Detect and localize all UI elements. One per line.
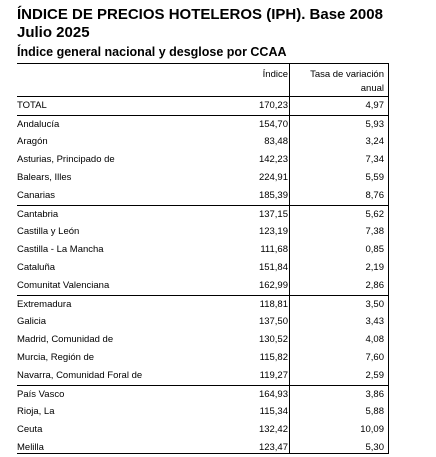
table-row: Andalucía 154,70 5,93 [17, 115, 389, 133]
row-region-name: Balears, Illes [17, 172, 72, 183]
row-region-name: Murcia, Región de [17, 352, 95, 363]
document-title: ÍNDICE DE PRECIOS HOTELEROS (IPH). Base … [17, 6, 383, 23]
table-row: Castilla y León 123,19 7,38 [17, 223, 389, 241]
table-row: Melilla 123,47 5,30 [17, 439, 389, 457]
row-region-name: Andalucía [17, 119, 60, 130]
row-tasa-value: 5,93 [365, 119, 385, 130]
row-region-name: País Vasco [17, 389, 65, 400]
table-row: Cantabria 137,15 5,62 [17, 205, 389, 223]
row-indice-value: 118,81 [259, 299, 288, 310]
row-tasa-value: 3,43 [365, 316, 385, 327]
row-region-name: Extremadura [17, 299, 72, 310]
row-indice-value: 123,19 [258, 226, 288, 237]
table-subtitle: Índice general nacional y desglose por C… [17, 45, 287, 59]
row-region-name: Canarias [17, 190, 56, 201]
row-tasa-value: 7,34 [365, 154, 385, 165]
table-row: Extremadura 118,81 3,50 [17, 295, 389, 313]
row-tasa-value: 5,30 [365, 442, 385, 453]
row-indice-value: 83,48 [264, 136, 288, 147]
row-region-name: Cataluña [17, 262, 56, 273]
row-tasa-value: 3,86 [365, 389, 385, 400]
row-indice-value: 111,68 [260, 244, 288, 255]
table-row: Murcia, Región de 115,82 7,60 [17, 349, 389, 367]
table-row: Madrid, Comunidad de 130,52 4,08 [17, 331, 389, 349]
row-tasa-value: 5,62 [365, 209, 385, 220]
row-indice-value: 115,82 [259, 352, 288, 363]
row-tasa-value: 4,97 [365, 100, 385, 111]
row-region-name: Castilla - La Mancha [17, 244, 104, 255]
row-region-name: Galicia [17, 316, 47, 327]
row-indice-value: 185,39 [258, 190, 288, 201]
row-tasa-value: 10,09 [360, 424, 384, 435]
row-region-name: Madrid, Comunidad de [17, 334, 114, 345]
row-region-name: TOTAL [17, 100, 47, 111]
row-indice-value: 137,50 [258, 316, 288, 327]
row-indice-value: 170,23 [258, 100, 288, 111]
subtitle-underline [17, 63, 389, 64]
row-indice-value: 137,15 [258, 209, 288, 220]
row-tasa-value: 2,19 [365, 262, 385, 273]
table-row: Galicia 137,50 3,43 [17, 313, 389, 331]
table-row: Navarra, Comunidad Foral de 119,27 2,59 [17, 367, 389, 385]
row-indice-value: 224,91 [258, 172, 288, 183]
column-divider-tasa [388, 64, 389, 454]
row-tasa-value: 7,60 [365, 352, 385, 363]
row-region-name: Melilla [17, 442, 44, 453]
column-header-indice: Índice [262, 69, 288, 80]
row-tasa-value: 3,50 [365, 299, 385, 310]
row-indice-value: 164,93 [258, 389, 288, 400]
row-tasa-value: 3,24 [365, 136, 385, 147]
row-region-name: Castilla y León [17, 226, 80, 237]
row-region-name: Aragón [17, 136, 48, 147]
row-indice-value: 154,70 [258, 119, 288, 130]
data-table: TOTAL 170,23 4,97 Andalucía 154,70 5,93 Aragón… [17, 97, 389, 457]
row-indice-value: 115,34 [259, 406, 288, 417]
table-row: Canarias 185,39 8,76 [17, 187, 389, 205]
row-region-name: Comunitat Valenciana [17, 280, 110, 291]
table-row: Ceuta 132,42 10,09 [17, 421, 389, 439]
row-indice-value: 142,23 [258, 154, 288, 165]
row-indice-value: 119,27 [259, 370, 288, 381]
row-region-name: Navarra, Comunidad Foral de [17, 370, 143, 381]
row-region-name: Rioja, La [17, 406, 55, 417]
table-row: País Vasco 164,93 3,86 [17, 385, 389, 403]
header-divider [17, 96, 389, 97]
row-region-name: Asturias, Principado de [17, 154, 115, 165]
row-tasa-value: 2,86 [365, 280, 385, 291]
table-row: Rioja, La 115,34 5,88 [17, 403, 389, 421]
row-indice-value: 123,47 [258, 442, 288, 453]
row-tasa-value: 8,76 [365, 190, 385, 201]
row-indice-value: 151,84 [258, 262, 288, 273]
row-tasa-value: 5,59 [365, 172, 385, 183]
row-indice-value: 132,42 [258, 424, 288, 435]
table-bottom-border [17, 453, 389, 454]
table-row: TOTAL 170,23 4,97 [17, 97, 389, 115]
row-tasa-value: 5,88 [365, 406, 385, 417]
table-row: Balears, Illes 224,91 5,59 [17, 169, 389, 187]
row-indice-value: 130,52 [258, 334, 288, 345]
column-header-tasa: Tasa de variación [310, 69, 384, 80]
row-indice-value: 162,99 [258, 280, 288, 291]
row-tasa-value: 0,85 [365, 244, 385, 255]
column-divider-indice [289, 64, 290, 454]
column-header-tasa-anual: anual [360, 83, 384, 94]
table-row: Asturias, Principado de 142,23 7,34 [17, 151, 389, 169]
table-row: Castilla - La Mancha 111,68 0,85 [17, 241, 389, 259]
row-tasa-value: 7,38 [365, 226, 385, 237]
table-row: Aragón 83,48 3,24 [17, 133, 389, 151]
document-period: Julio 2025 [17, 24, 90, 41]
table-row: Comunitat Valenciana 162,99 2,86 [17, 277, 389, 295]
row-region-name: Cantabria [17, 209, 59, 220]
table-row: Cataluña 151,84 2,19 [17, 259, 389, 277]
row-tasa-value: 4,08 [365, 334, 385, 345]
row-region-name: Ceuta [17, 424, 43, 435]
row-tasa-value: 2,59 [365, 370, 385, 381]
